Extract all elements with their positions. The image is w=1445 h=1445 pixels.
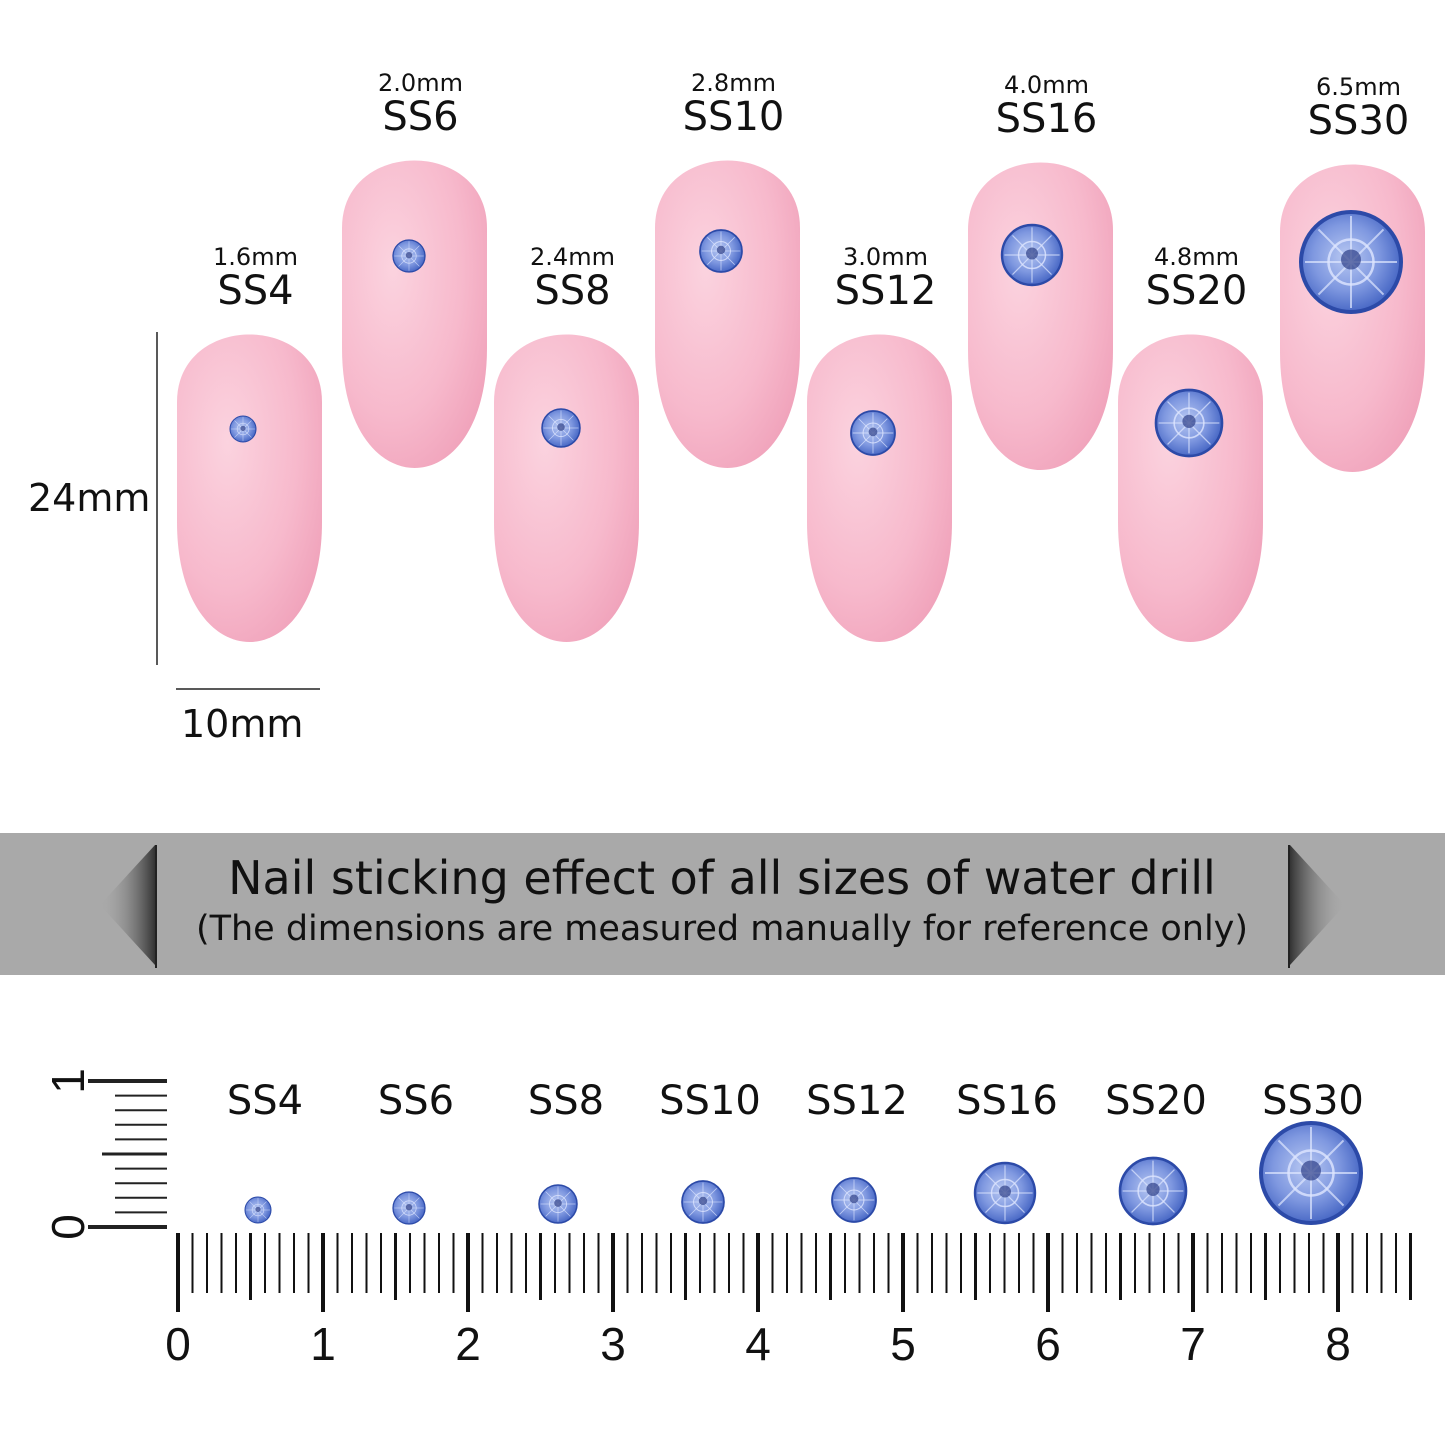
rhinestone-icon xyxy=(831,1177,877,1223)
left-arrow-icon xyxy=(100,845,155,965)
size-label: SS30 xyxy=(1262,1078,1364,1124)
nail-shape xyxy=(1118,334,1263,642)
nail-height-label: 24mm xyxy=(28,476,150,520)
ruler-label: 0 xyxy=(165,1318,191,1370)
ruler-gem-ss8: SS8 xyxy=(528,1078,604,1224)
ruler-gem-ss4: SS4 xyxy=(227,1078,303,1224)
ruler-gem-ss16: SS16 xyxy=(956,1078,1058,1225)
nail-shape xyxy=(342,160,487,468)
mm-label: 4.8mm xyxy=(1154,243,1239,271)
ruler-label: 6 xyxy=(1035,1318,1061,1370)
ruler-gem-ss12: SS12 xyxy=(806,1078,908,1223)
size-label: SS16 xyxy=(956,1078,1058,1124)
mm-label: 3.0mm xyxy=(843,243,928,271)
size-label: SS20 xyxy=(1105,1078,1207,1124)
nail-shape xyxy=(968,162,1113,470)
size-label: SS6 xyxy=(378,1078,454,1124)
mm-label: 2.4mm xyxy=(530,243,615,271)
ruler-label: 8 xyxy=(1325,1318,1351,1370)
banner-title: Nail sticking effect of all sizes of wat… xyxy=(228,851,1216,905)
rhinestone-icon xyxy=(538,1184,578,1224)
nail-dimensions: 24mm 10mm xyxy=(28,332,320,746)
ruler-gem-ss6: SS6 xyxy=(378,1078,454,1225)
ruler-label: 5 xyxy=(890,1318,916,1370)
nail-shape xyxy=(177,334,322,642)
rhinestone-icon xyxy=(699,229,743,273)
size-label: SS30 xyxy=(1308,98,1410,144)
ruler-label: 7 xyxy=(1180,1318,1206,1370)
ruler-gem-ss20: SS20 xyxy=(1105,1078,1207,1226)
size-label: SS8 xyxy=(528,1078,604,1124)
nail-shape xyxy=(494,334,639,642)
rhinestone-icon xyxy=(541,408,581,448)
rhinestone-icon xyxy=(392,239,426,273)
vertical-ruler-label: 0 xyxy=(42,1214,94,1240)
rhinestone-icon xyxy=(973,1161,1037,1225)
size-label: SS6 xyxy=(382,94,458,140)
size-label: SS4 xyxy=(227,1078,303,1124)
rhinestone-icon xyxy=(850,410,896,456)
rhinestone-icon xyxy=(1154,388,1224,458)
mm-label: 6.5mm xyxy=(1316,73,1401,101)
ruler-label: 1 xyxy=(310,1318,336,1370)
rhinestone-icon xyxy=(229,415,257,443)
mm-label: 1.6mm xyxy=(213,243,298,271)
size-label: SS16 xyxy=(996,96,1098,142)
size-label: SS10 xyxy=(683,94,785,140)
nail-width-label: 10mm xyxy=(181,702,303,746)
nail-shape xyxy=(655,160,800,468)
size-label: SS12 xyxy=(835,268,937,314)
mm-label: 2.0mm xyxy=(378,69,463,97)
rhinestone-icon xyxy=(681,1180,725,1224)
rhinestone-icon xyxy=(1299,210,1403,314)
banner-subtitle: (The dimensions are measured manually fo… xyxy=(196,909,1248,949)
size-label: SS8 xyxy=(534,268,610,314)
ruler-label: 4 xyxy=(745,1318,771,1370)
size-label: SS10 xyxy=(659,1078,761,1124)
ruler-gem-ss30: SS30 xyxy=(1259,1078,1364,1225)
rhinestone-icon xyxy=(244,1196,272,1224)
mm-label: 2.8mm xyxy=(691,69,776,97)
mm-label: 4.0mm xyxy=(1004,71,1089,99)
ruler-label: 3 xyxy=(600,1318,626,1370)
ruler: 0 1 2 3 4 5 6 7 8 0 1 xyxy=(42,1068,1412,1370)
rhinestone-icon xyxy=(392,1191,426,1225)
vertical-ruler-label: 1 xyxy=(42,1068,94,1094)
size-label: SS12 xyxy=(806,1078,908,1124)
size-label: SS20 xyxy=(1146,268,1248,314)
ruler-label: 2 xyxy=(455,1318,481,1370)
rhinestone-icon xyxy=(1000,223,1064,287)
right-arrow-icon xyxy=(1290,845,1345,965)
nail-shape xyxy=(807,334,952,642)
rhinestone-icon xyxy=(1118,1156,1188,1226)
ruler-gem-ss10: SS10 xyxy=(659,1078,761,1224)
banner: Nail sticking effect of all sizes of wat… xyxy=(0,833,1445,975)
size-label: SS4 xyxy=(217,268,293,314)
rhinestone-icon xyxy=(1259,1121,1363,1225)
